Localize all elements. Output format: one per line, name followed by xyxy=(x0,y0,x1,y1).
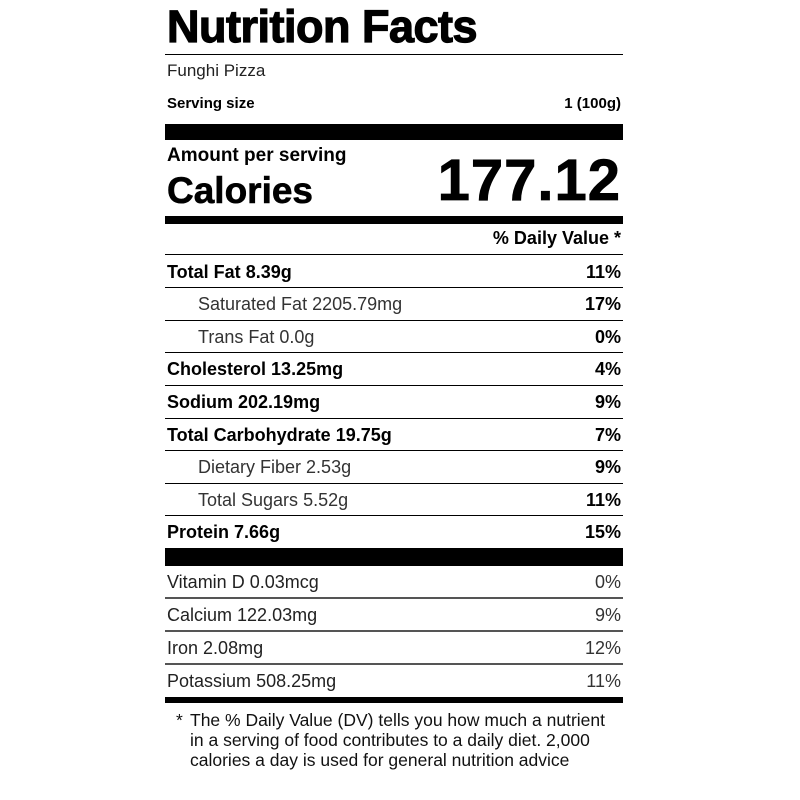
vitamin-row-vitamin-d: Vitamin D 0.03mcg 0% xyxy=(165,566,623,598)
label-title: Nutrition Facts xyxy=(166,1,478,52)
nutrient-row-protein: Protein 7.66g 15% xyxy=(165,516,623,548)
amount-per-serving-label: Amount per serving xyxy=(167,145,347,166)
vitamin-dv: 11% xyxy=(586,671,621,691)
nutrient-name: Sodium 202.19mg xyxy=(167,392,321,412)
nutrient-name: Protein 7.66g xyxy=(167,522,281,542)
vitamin-row-iron: Iron 2.08mg 12% xyxy=(165,632,623,664)
vitamin-name: Potassium 508.25mg xyxy=(167,671,337,691)
row-divider xyxy=(165,515,623,516)
row-divider xyxy=(165,287,623,288)
footnote-text: The % Daily Value (DV) tells you how muc… xyxy=(190,710,605,770)
row-divider xyxy=(165,663,623,665)
food-name: Funghi Pizza xyxy=(167,61,266,80)
nutrient-name: Cholesterol 13.25mg xyxy=(167,359,344,379)
serving-size-value: 1 (100g) xyxy=(564,95,621,112)
nutrient-name: Dietary Fiber 2.53g xyxy=(198,457,352,477)
nutrient-name: Trans Fat 0.0g xyxy=(198,327,315,347)
row-divider xyxy=(165,418,623,419)
nutrient-row-saturated-fat: Saturated Fat 2205.79mg 17% xyxy=(165,288,623,320)
bottom-divider xyxy=(165,697,623,703)
nutrient-row-total-sugars: Total Sugars 5.52g 11% xyxy=(165,484,623,516)
serving-size-label: Serving size xyxy=(167,95,255,112)
vitamin-dv: 0% xyxy=(594,572,621,592)
nutrient-name: Total Sugars 5.52g xyxy=(198,490,349,510)
row-divider xyxy=(165,254,623,255)
calories-value: 177.12 xyxy=(437,148,621,213)
daily-value-header: % Daily Value * xyxy=(492,228,621,248)
nutrient-row-total-carbohydrate: Total Carbohydrate 19.75g 7% xyxy=(165,419,623,451)
footnote-asterisk: * xyxy=(176,710,183,730)
medium-divider xyxy=(165,216,623,224)
title-divider xyxy=(165,54,623,55)
nutrient-dv: 7% xyxy=(594,425,621,445)
nutrient-row-cholesterol: Cholesterol 13.25mg 4% xyxy=(165,353,623,385)
nutrient-row-trans-fat: Trans Fat 0.0g 0% xyxy=(165,321,623,353)
vitamin-row-potassium: Potassium 508.25mg 11% xyxy=(165,665,623,697)
vitamin-name: Vitamin D 0.03mcg xyxy=(167,572,319,592)
nutrient-dv: 4% xyxy=(594,359,621,379)
row-divider xyxy=(165,385,623,386)
thick-divider xyxy=(165,548,623,566)
nutrient-dv: 17% xyxy=(584,294,621,314)
nutrient-dv: 9% xyxy=(594,457,621,477)
row-divider xyxy=(165,597,623,599)
daily-value-footnote: * The % Daily Value (DV) tells you how m… xyxy=(176,710,616,770)
nutrient-name: Total Fat 8.39g xyxy=(167,262,292,282)
nutrient-dv: 0% xyxy=(594,327,621,347)
nutrient-name: Total Carbohydrate 19.75g xyxy=(167,425,392,445)
row-divider xyxy=(165,450,623,451)
row-divider xyxy=(165,483,623,484)
calories-label: Calories xyxy=(167,170,314,211)
vitamin-name: Calcium 122.03mg xyxy=(167,605,318,625)
vitamin-dv: 9% xyxy=(594,605,621,625)
nutrient-dv: 9% xyxy=(594,392,621,412)
nutrient-row-sodium: Sodium 202.19mg 9% xyxy=(165,386,623,418)
nutrient-row-total-fat: Total Fat 8.39g 11% xyxy=(165,256,623,288)
row-divider xyxy=(165,630,623,632)
thick-divider xyxy=(165,124,623,140)
vitamin-dv: 12% xyxy=(584,638,621,658)
nutrient-name: Saturated Fat 2205.79mg xyxy=(198,294,403,314)
row-divider xyxy=(165,352,623,353)
nutrient-dv: 15% xyxy=(584,522,621,542)
vitamin-row-calcium: Calcium 122.03mg 9% xyxy=(165,599,623,631)
vitamin-name: Iron 2.08mg xyxy=(167,638,264,658)
row-divider xyxy=(165,320,623,321)
nutrient-dv: 11% xyxy=(585,490,621,510)
nutrient-row-dietary-fiber: Dietary Fiber 2.53g 9% xyxy=(165,451,623,483)
nutrient-dv: 11% xyxy=(585,262,621,282)
